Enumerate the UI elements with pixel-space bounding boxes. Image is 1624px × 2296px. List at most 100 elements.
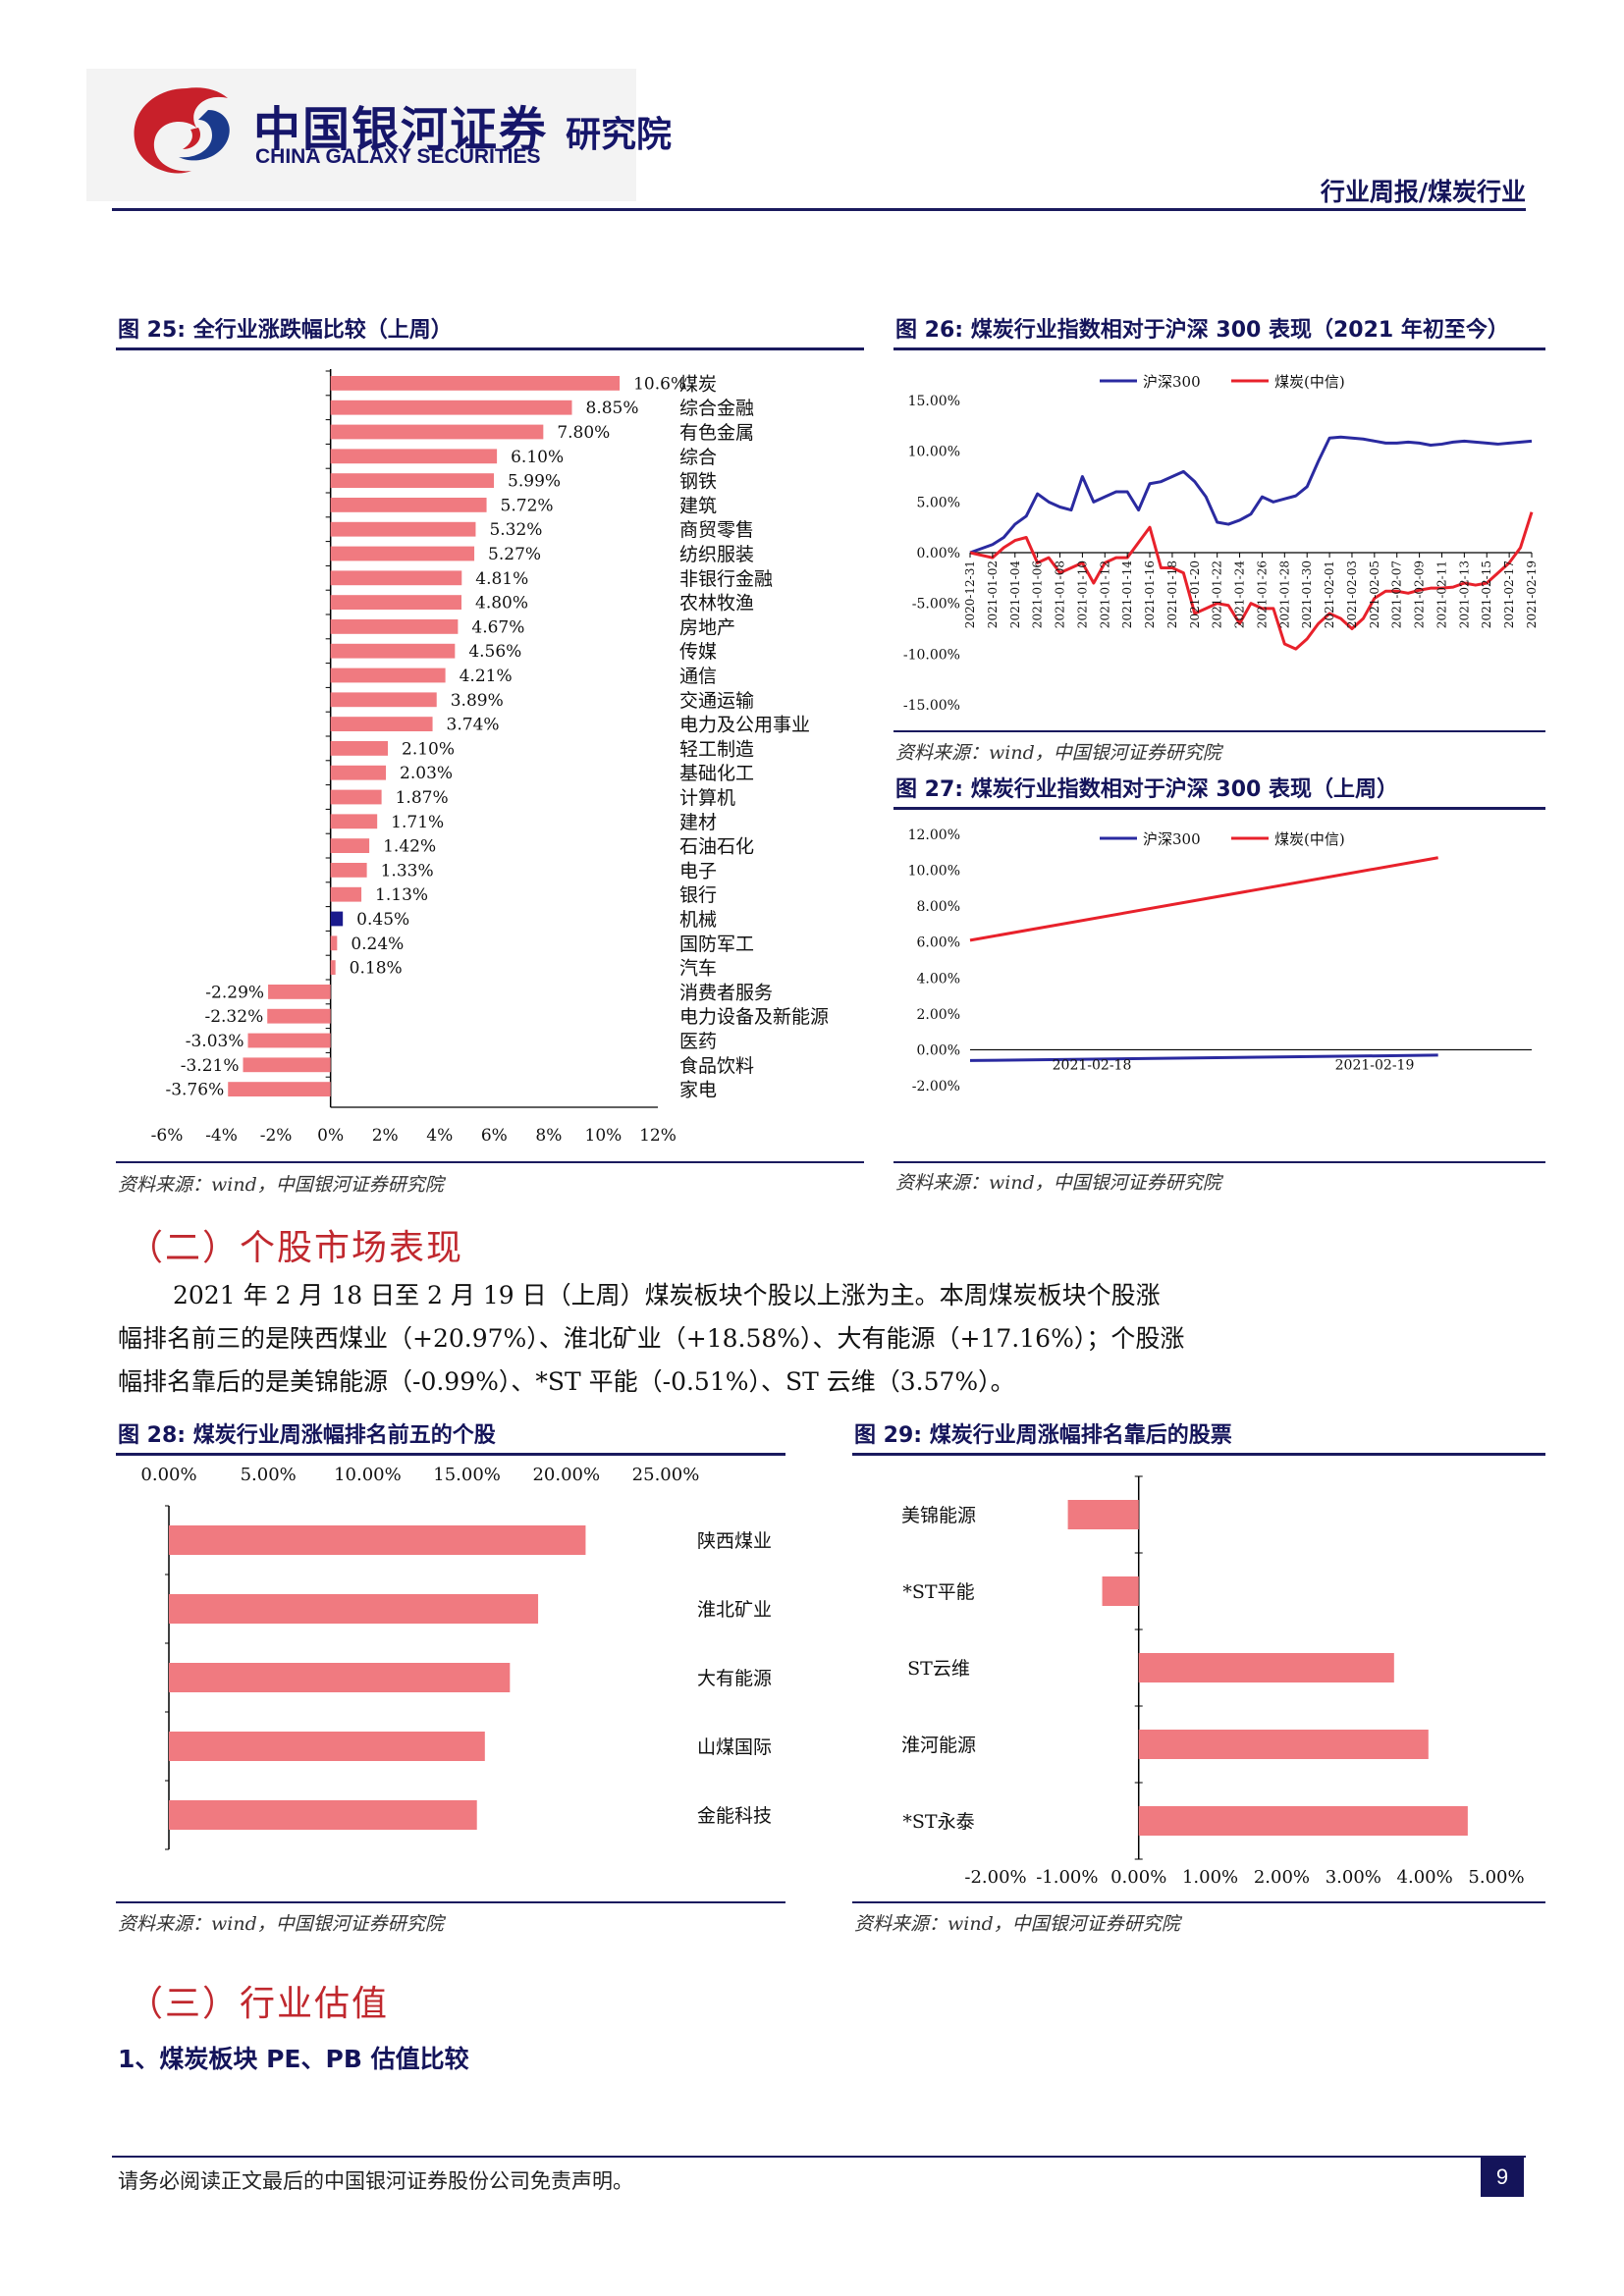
section2-heading: （二）个股市场表现 [128, 1228, 464, 1268]
fig25-bar [330, 789, 382, 805]
fig27-x-tick-label: 2021-02-18 [1053, 1057, 1132, 1073]
fig26-x-tick-label: 2021-01-08 [1054, 561, 1067, 628]
fig25-data-label: 1.13% [375, 885, 428, 905]
fig28-category-label: 淮北矿业 [697, 1599, 772, 1621]
fig25-bar [330, 521, 476, 537]
fig25-bar [330, 692, 437, 708]
fig26-x-tick-label: 2021-01-26 [1255, 561, 1269, 628]
fig25-category-label: 银行 [679, 884, 717, 906]
fig25-bar [330, 863, 367, 878]
fig25-x-tick-label: 12% [639, 1126, 677, 1146]
fig25-bar [330, 717, 433, 731]
fig28-x-tick-label: 5.00% [241, 1465, 297, 1485]
fig25-category-label: 综合 [679, 447, 717, 468]
fig25-category-label: 通信 [679, 666, 717, 687]
fig25-bar [267, 1008, 331, 1024]
fig27-chart: 12.00% 10.00% 8.00% 6.00% 4.00% 2.00% 0.00% -2.… [908, 828, 1532, 1095]
fig28-bar [169, 1594, 539, 1624]
fig25-category-label: 医药 [679, 1031, 717, 1052]
section3-subheading: 1、煤炭板块 PE、PB 估值比较 [118, 2045, 469, 2073]
fig29-top-rule [852, 1453, 1545, 1456]
fig25-bar [330, 570, 462, 586]
fig25-data-label: 3.74% [447, 716, 500, 735]
fig28-category-label: 金能科技 [697, 1805, 772, 1827]
fig25-bar [330, 838, 370, 853]
fig26-x-tick-label: 2021-01-02 [986, 561, 1000, 628]
fig25-x-tick-label: 4% [426, 1126, 453, 1146]
fig29-bar [1138, 1806, 1468, 1836]
fig25-bar [330, 960, 336, 975]
fig29-category-label: *ST平能 [902, 1581, 974, 1603]
fig25-chart: 10.6%煤炭 8.85% 综合金融 7.80% 有色金属 6.10% 综合 5.99% 钢铁 5… [151, 369, 829, 1146]
fig28-bar [169, 1663, 511, 1692]
fig28-top-rule [116, 1453, 785, 1456]
fig26-x-tick-label: 2021-01-28 [1277, 561, 1291, 628]
fig25-category-label: 综合金融 [679, 398, 754, 419]
fig25-category-label: 建材 [679, 812, 717, 833]
fig28-category-label: 大有能源 [697, 1668, 772, 1689]
fig26-x-tick-label: 2021-01-06 [1031, 561, 1045, 628]
fig25-data-label: 4.21% [460, 667, 513, 686]
header-rule [112, 208, 1526, 211]
fig26-x-tick-label: 2021-01-04 [1008, 561, 1022, 629]
fig25-category-label: 非银行金融 [679, 568, 773, 590]
fig25-category-label: 商贸零售 [679, 519, 754, 541]
fig25-bar [330, 473, 495, 488]
fig26-x-tick-label: 2021-02-13 [1457, 561, 1471, 628]
fig25-source: 资料来源：wind，中国银河证券研究院 [118, 1174, 444, 1196]
fig25-data-label: 4.56% [468, 642, 521, 662]
fig29-category-label: 美锦能源 [901, 1505, 976, 1526]
fig28-title: 图 28: 煤炭行业周涨幅排名前五的个股 [118, 1423, 496, 1448]
brand-name-en: CHINA GALAXY SECURITIES [255, 145, 541, 168]
fig28-category-label: 山煤国际 [697, 1736, 772, 1758]
fig26-x-tick-label: 2021-02-07 [1390, 561, 1404, 628]
fig26-y-tick-label: 10.00% [908, 445, 960, 460]
brand-name-cn: 中国银河证券 [253, 102, 549, 157]
fig25-category-label: 食品饮料 [679, 1055, 754, 1077]
fig29-bar [1067, 1500, 1139, 1529]
fig27-x-tick-label: 2021-02-19 [1335, 1057, 1415, 1073]
section2-line-3: 幅排名靠后的是美锦能源（-0.99%）、*ST 平能（-0.51%）、ST 云维… [118, 1367, 1015, 1396]
fig25-category-label: 房地产 [679, 616, 735, 638]
fig25-title: 图 25: 全行业涨跌幅比较（上周） [118, 318, 453, 343]
fig25-category-label: 家电 [679, 1080, 717, 1101]
fig25-top-rule [116, 347, 864, 350]
fig25-data-label: -2.29% [205, 983, 264, 1002]
fig29-x-tick-label: -1.00% [1036, 1867, 1098, 1888]
fig25-category-label: 汽车 [679, 958, 717, 980]
fig25-data-label: 3.89% [451, 691, 504, 711]
fig25-data-label: 8.85% [586, 399, 639, 418]
section2-line-2: 幅排名前三的是陕西煤业（+20.97%）、淮北矿业（+18.58%）、大有能源（… [118, 1324, 1185, 1353]
fig25-data-label: 4.67% [471, 617, 524, 637]
fig25-bar [330, 935, 338, 951]
fig27-series-line [969, 856, 1438, 942]
fig26-x-tick-label: 2021-01-30 [1300, 561, 1314, 628]
fig25-x-tick-label: -6% [151, 1126, 184, 1146]
fig27-top-rule [893, 807, 1545, 810]
fig27-legend-label: 煤炭(中信) [1274, 830, 1345, 848]
fig25-bar [330, 814, 378, 829]
fig25-x-tick-label: -4% [205, 1126, 238, 1146]
fig25-bar [243, 1057, 331, 1073]
fig26-series-line [969, 435, 1533, 555]
fig26-series-line [969, 511, 1534, 651]
fig28-bar [169, 1800, 477, 1830]
fig28-x-tick-label: 15.00% [433, 1465, 501, 1485]
fig25-category-label: 国防军工 [679, 934, 754, 955]
fig25-data-label: 6.10% [511, 448, 564, 467]
fig26-x-tick-label: 2021-02-01 [1323, 561, 1336, 628]
fig29-source: 资料来源：wind，中国银河证券研究院 [854, 1913, 1180, 1935]
fig25-category-label: 建筑 [679, 495, 717, 516]
fig25-data-label: 1.87% [396, 788, 449, 808]
fig26-bottom-rule [893, 730, 1545, 732]
fig25-data-label: 1.33% [381, 861, 434, 881]
fig25-category-label: 纺织服装 [679, 544, 754, 565]
fig25-data-label: 5.32% [489, 520, 542, 540]
footer-rule [112, 2156, 1526, 2158]
fig25-category-label: 电子 [679, 860, 717, 881]
fig27-y-tick-label: 4.00% [917, 971, 960, 987]
fig27-y-tick-label: 2.00% [917, 1007, 960, 1023]
fig26-chart: 15.00% 10.00% 5.00% 0.00% -5.00% -10.00% -15.0… [903, 373, 1539, 714]
fig26-x-tick-label: 2021-02-09 [1413, 561, 1427, 628]
